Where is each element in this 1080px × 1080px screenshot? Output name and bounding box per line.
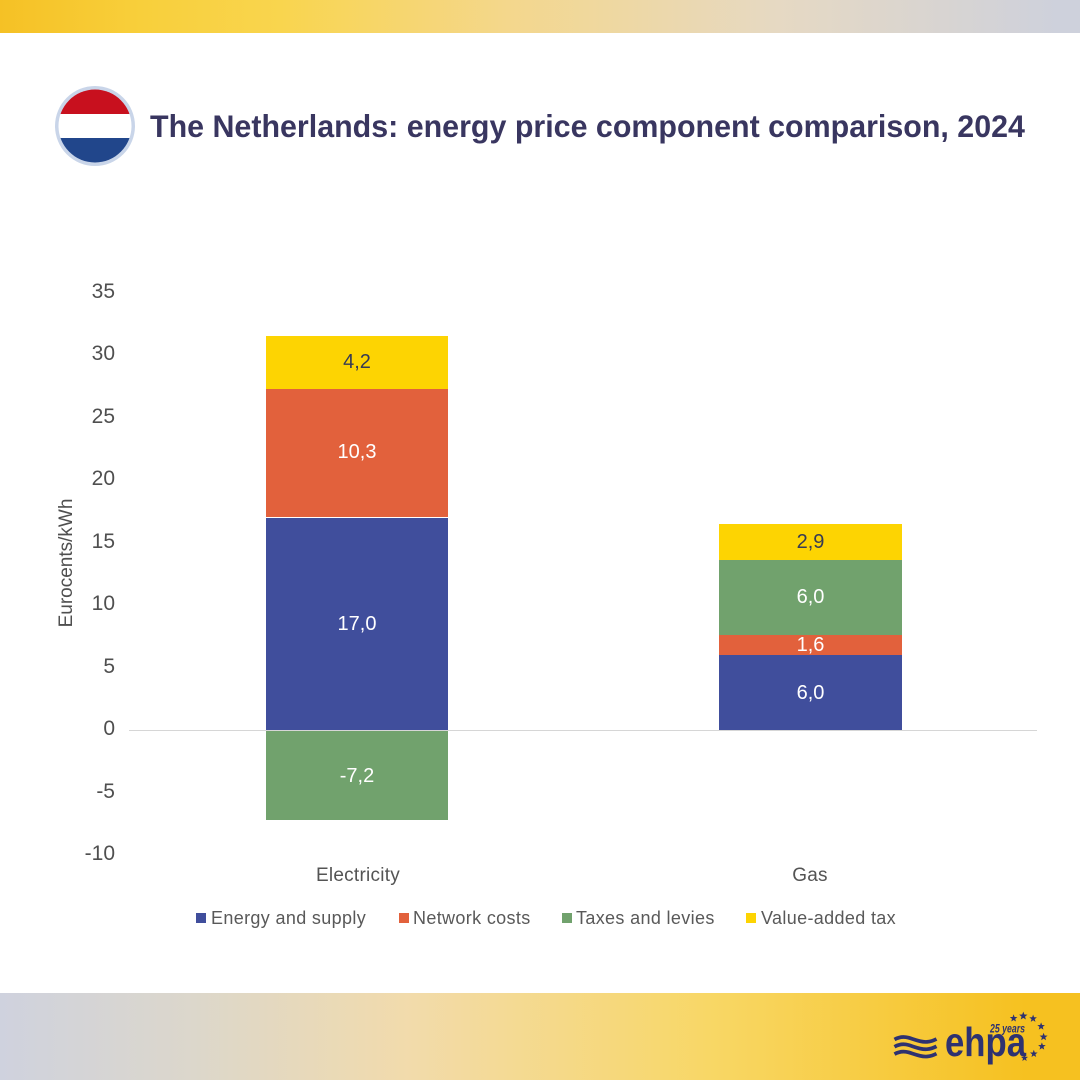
svg-text:ehpa: ehpa [945,1019,1027,1065]
svg-text:25 years: 25 years [989,1024,1025,1036]
